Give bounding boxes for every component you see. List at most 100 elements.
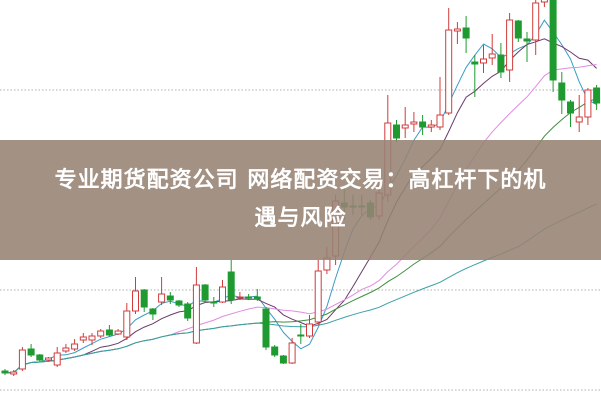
candle-body (462, 27, 470, 39)
candle-body (549, 0, 557, 81)
candle (36, 354, 44, 362)
candle-body (393, 124, 400, 139)
candle (97, 329, 105, 338)
candle-body (236, 296, 244, 299)
candle-body (10, 371, 18, 375)
candle (279, 355, 287, 364)
candle-body (123, 310, 131, 338)
candle (462, 16, 470, 53)
candle-body (140, 289, 148, 308)
candle-body (105, 329, 113, 336)
candle (140, 289, 148, 312)
candle (219, 280, 226, 303)
candle (45, 357, 52, 361)
candle (105, 325, 113, 337)
candle-body (575, 116, 583, 123)
candle-body (558, 82, 566, 101)
candle-body (158, 293, 166, 303)
candle-body (71, 343, 79, 350)
candle-body (480, 58, 487, 64)
candle (262, 307, 270, 350)
candle (567, 100, 574, 127)
candle-body (27, 348, 35, 356)
candle (201, 284, 209, 303)
candle-body (288, 342, 296, 364)
candle-body (192, 284, 200, 344)
candle (236, 292, 244, 300)
candle-body (88, 335, 96, 341)
candle-body (245, 296, 253, 299)
banner-title-line-1: 专业期货配资公司 网络配资交易：高杠杆下的机 (54, 168, 547, 193)
candle (158, 277, 166, 305)
candle (297, 324, 305, 344)
candle-body (262, 308, 270, 348)
candle-body (62, 347, 70, 352)
candle (245, 294, 253, 300)
candle (419, 115, 427, 135)
candle (227, 260, 235, 304)
candle-body (36, 354, 44, 361)
candle-body (497, 54, 505, 73)
candle (79, 333, 87, 343)
candle-body (471, 61, 479, 65)
candle (10, 370, 18, 376)
candle (401, 107, 409, 138)
candle-body (201, 284, 209, 301)
candle-body (18, 349, 26, 370)
candle (132, 277, 139, 314)
candle (27, 344, 35, 357)
candle (575, 95, 583, 132)
candle (410, 112, 418, 132)
candle-body (488, 53, 496, 59)
title-banner: 专业期货配资公司 网络配资交易：高杠杆下的机 遇与风险 (0, 140, 601, 260)
candle-body (97, 330, 105, 337)
candle (53, 347, 61, 367)
candle (514, 20, 522, 42)
banner-title-line-2: 遇与风险 (254, 206, 347, 231)
candle-body (175, 300, 183, 306)
candle-body (53, 352, 61, 366)
candle-body (540, 0, 548, 3)
candle-body (132, 290, 139, 312)
candle (593, 85, 601, 110)
candle (471, 55, 479, 97)
candle (497, 43, 505, 78)
candle-body (445, 29, 453, 114)
candle-body (514, 20, 522, 39)
candle (166, 292, 174, 304)
candle-body (453, 28, 461, 32)
candle-body (567, 101, 574, 114)
candle-body (1, 370, 9, 374)
candle-body (419, 121, 427, 128)
candle (88, 333, 96, 345)
candle-body (114, 330, 122, 335)
candle (175, 300, 183, 307)
candle-body (506, 19, 514, 71)
candle (1, 369, 9, 375)
candle (253, 289, 261, 301)
candle-body (79, 336, 87, 341)
candle (436, 77, 444, 130)
candle-body (523, 38, 531, 42)
candle (540, 0, 548, 7)
candle (210, 297, 218, 307)
candle-body (593, 87, 601, 104)
candle (558, 72, 566, 114)
candle (288, 338, 296, 364)
candle-body (210, 301, 218, 304)
candle (506, 13, 514, 82)
candle-body (306, 323, 313, 337)
candle-body (427, 124, 435, 128)
candle (149, 308, 157, 320)
candle (71, 339, 79, 351)
candle-body (401, 124, 409, 129)
candle (18, 347, 26, 371)
candle (62, 344, 70, 353)
candle (549, 0, 557, 92)
candle (184, 302, 192, 321)
candle-body (410, 121, 418, 125)
candle-body (149, 308, 157, 315)
candle (192, 267, 200, 344)
candle-body (253, 296, 261, 300)
candle (584, 88, 592, 125)
